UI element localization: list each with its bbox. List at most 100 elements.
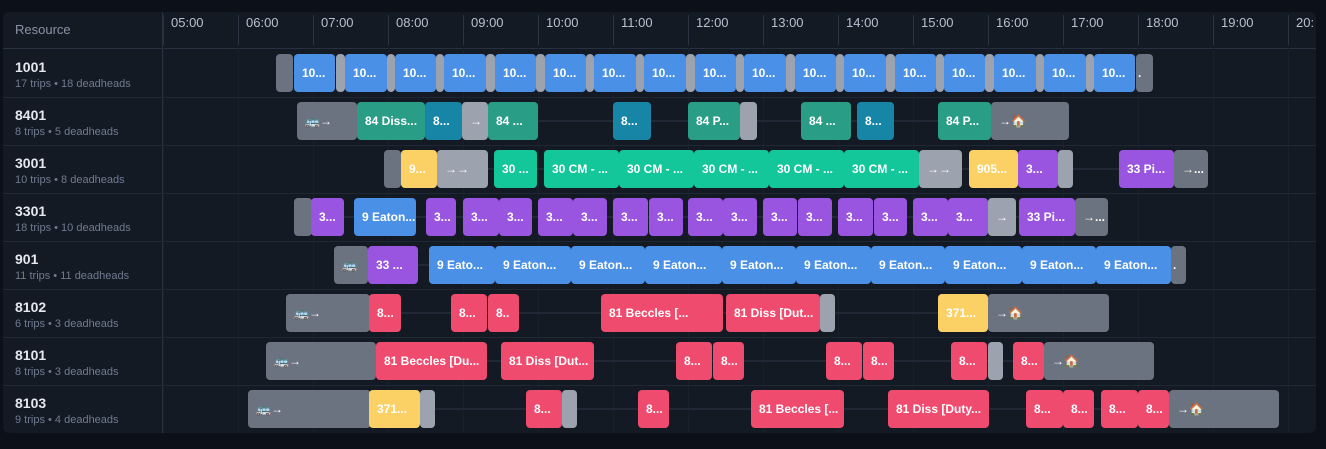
trip-block[interactable]: 30 CM - ...	[694, 150, 769, 188]
deadhead-block[interactable]	[636, 54, 644, 92]
deadhead-block[interactable]	[486, 54, 495, 92]
trip-block[interactable]: 9 Eato...	[429, 246, 495, 284]
trip-block[interactable]: 9 Eaton...	[796, 246, 871, 284]
trip-block[interactable]: 81 Beccles [...	[751, 390, 844, 428]
trip-block[interactable]: 10...	[994, 54, 1036, 92]
trip-block[interactable]: 9 Eaton...	[871, 246, 945, 284]
trip-block[interactable]: 33 Pi...	[1019, 198, 1075, 236]
trip-block[interactable]: 33 Pi...	[1119, 150, 1174, 188]
resource-row[interactable]	[3, 241, 1316, 290]
trip-block[interactable]: 3...	[463, 198, 499, 236]
trip-block[interactable]: 81 Beccles [...	[601, 294, 723, 332]
trip-block[interactable]: 9 Eaton...	[1022, 246, 1096, 284]
trip-block[interactable]: 8...	[1026, 390, 1063, 428]
trip-block[interactable]: 9 Eaton...	[495, 246, 571, 284]
trip-block[interactable]: 3...	[613, 198, 648, 236]
trip-block[interactable]: 10...	[1094, 54, 1135, 92]
trip-block[interactable]: 8...	[526, 390, 562, 428]
trip-block[interactable]: 33 ...	[368, 246, 418, 284]
trip-block[interactable]: 10...	[395, 54, 436, 92]
trip-block[interactable]: 3...	[913, 198, 948, 236]
deadhead-block[interactable]: →🏠	[991, 102, 1069, 140]
trip-block[interactable]: 84 P...	[688, 102, 740, 140]
trip-block[interactable]: 3...	[763, 198, 797, 236]
trip-block[interactable]: 84 ...	[488, 102, 538, 140]
deadhead-block[interactable]	[436, 54, 444, 92]
resource-row[interactable]	[3, 193, 1316, 242]
trip-block[interactable]: 905...	[969, 150, 1018, 188]
deadhead-block[interactable]	[836, 54, 844, 92]
trip-block[interactable]: 30 ...	[494, 150, 537, 188]
trip-block[interactable]: 8...	[425, 102, 462, 140]
trip-block[interactable]: 8...	[713, 342, 744, 380]
trip-block[interactable]: 8...	[826, 342, 862, 380]
trip-block[interactable]: 371...	[369, 390, 420, 428]
trip-block[interactable]: 8...	[1063, 390, 1094, 428]
trip-block[interactable]: 8...	[857, 102, 894, 140]
trip-block[interactable]: 9 Eaton...	[945, 246, 1022, 284]
trip-block[interactable]: 8...	[613, 102, 651, 140]
trip-block[interactable]: 10...	[294, 54, 335, 92]
trip-block[interactable]: 10...	[345, 54, 387, 92]
trip-block[interactable]: 8..	[488, 294, 519, 332]
trip-block[interactable]: 30 CM - ...	[619, 150, 694, 188]
deadhead-block[interactable]: 🚌→	[266, 342, 376, 380]
trip-block[interactable]: 3...	[311, 198, 344, 236]
resource-row[interactable]	[3, 49, 1316, 98]
deadhead-block[interactable]	[985, 54, 994, 92]
trip-block[interactable]: 9 Eaton...	[1096, 246, 1171, 284]
trip-block[interactable]: 30 CM - ...	[769, 150, 844, 188]
trip-block[interactable]: 30 CM - ...	[544, 150, 619, 188]
deadhead-block[interactable]	[686, 54, 695, 92]
deadhead-block[interactable]	[384, 150, 401, 188]
deadhead-block[interactable]: →	[462, 102, 488, 140]
trip-block[interactable]: 8...	[863, 342, 894, 380]
trip-block[interactable]: 10...	[695, 54, 736, 92]
deadhead-block[interactable]: →...	[1174, 150, 1208, 188]
trip-block[interactable]: 3...	[573, 198, 607, 236]
trip-block[interactable]: 10...	[495, 54, 536, 92]
deadhead-block[interactable]: 🚌→	[248, 390, 371, 428]
trip-block[interactable]: 9 Eaton...	[354, 198, 416, 236]
trip-block[interactable]: 3...	[723, 198, 757, 236]
trip-block[interactable]: 10...	[795, 54, 836, 92]
trip-block[interactable]: 3...	[538, 198, 573, 236]
trip-block[interactable]: 8...	[1101, 390, 1138, 428]
trip-block[interactable]: 3...	[838, 198, 873, 236]
trip-block[interactable]: 8...	[369, 294, 401, 332]
deadhead-block[interactable]	[936, 54, 944, 92]
trip-block[interactable]: 8...	[676, 342, 712, 380]
trip-block[interactable]: 9...	[401, 150, 437, 188]
deadhead-block[interactable]: .	[1136, 54, 1153, 92]
deadhead-block[interactable]	[536, 54, 545, 92]
trip-block[interactable]: 8...	[451, 294, 487, 332]
trip-block[interactable]: 3...	[798, 198, 832, 236]
resource-row[interactable]	[3, 145, 1316, 194]
trip-block[interactable]: 3...	[499, 198, 532, 236]
trip-block[interactable]: 9 Eaton...	[645, 246, 722, 284]
trip-block[interactable]: 8...	[951, 342, 987, 380]
trip-block[interactable]: 10...	[944, 54, 985, 92]
resource-row[interactable]	[3, 289, 1316, 338]
trip-block[interactable]: 10...	[594, 54, 636, 92]
deadhead-block[interactable]: →🏠	[988, 294, 1109, 332]
trip-block[interactable]: 84 Diss...	[357, 102, 425, 140]
trip-block[interactable]: 3...	[948, 198, 988, 236]
deadhead-block[interactable]	[820, 294, 835, 332]
deadhead-block[interactable]: 🚌→	[286, 294, 370, 332]
resource-row[interactable]	[3, 337, 1316, 386]
trip-block[interactable]: 81 Diss [Dut...	[726, 294, 820, 332]
trip-block[interactable]: 10...	[895, 54, 936, 92]
trip-block[interactable]: 84 ...	[801, 102, 851, 140]
deadhead-block[interactable]	[740, 102, 757, 140]
resource-row[interactable]	[3, 97, 1316, 146]
trip-block[interactable]: 10...	[444, 54, 486, 92]
trip-block[interactable]: 81 Diss [Dut...	[501, 342, 594, 380]
deadhead-block[interactable]	[1036, 54, 1044, 92]
deadhead-block[interactable]: →🏠	[1169, 390, 1279, 428]
trip-block[interactable]: 371...	[938, 294, 988, 332]
trip-block[interactable]: 10...	[545, 54, 586, 92]
trip-block[interactable]: 8...	[1013, 342, 1044, 380]
trip-block[interactable]: 10...	[1044, 54, 1086, 92]
deadhead-block[interactable]	[586, 54, 594, 92]
